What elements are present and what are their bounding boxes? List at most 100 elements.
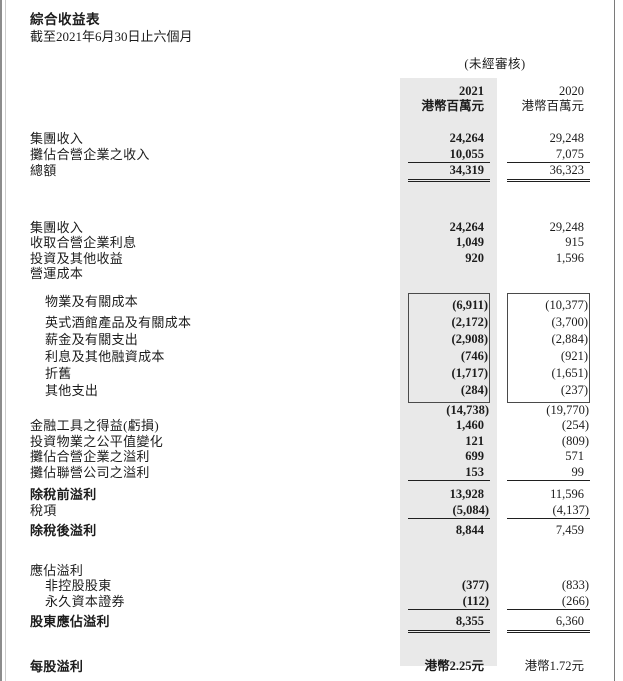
value-2021: 1,460 (455, 418, 484, 432)
table-row: 其他支出 (284) (237) (0, 381, 623, 403)
row-label: 利息及其他融資成本 (45, 348, 165, 364)
row-label: 股東應佔溢利 (30, 614, 110, 629)
column-gap (497, 293, 506, 314)
value-2021: 121 (465, 433, 484, 448)
value-2021: (5,084) (408, 503, 490, 519)
value-2021: 8,355 (408, 614, 490, 633)
value-2021: 24,264 (449, 219, 484, 234)
column-gap (497, 131, 506, 147)
page-left-edge (0, 0, 2, 681)
table-row: 總額 34,319 36,323 (0, 163, 623, 182)
value-2021: 34,319 (408, 163, 490, 182)
audit-note-row: (未經審核) (0, 57, 623, 72)
value-2020: (254) (561, 418, 589, 432)
row-label: 稅項 (30, 502, 57, 518)
table-row: 攤佔聯營公司之溢利 153 99 (0, 465, 623, 481)
value-2020: (4,137) (507, 503, 590, 519)
value-2021: (284) (408, 381, 490, 403)
column-gap (497, 331, 506, 348)
value-2021: 920 (465, 250, 484, 265)
table-row: 投資及其他收益 920 1,596 (0, 251, 623, 267)
value-2020: 7,075 (507, 147, 590, 163)
value-2021: (377) (461, 578, 489, 592)
value-2020: (809) (561, 433, 589, 448)
value-2020: (2,884) (507, 330, 590, 348)
spacer-cell (30, 99, 400, 114)
column-gap (497, 614, 506, 633)
value-2020: 29,248 (549, 131, 584, 145)
value-2021: (2,172) (408, 313, 490, 331)
table-row: 應佔溢利 (0, 563, 623, 579)
row-label: 投資及其他收益 (30, 250, 124, 266)
column-gap (497, 434, 506, 450)
row-label: 集團收入 (30, 219, 84, 235)
table-row: 集團收入 24,264 29,248 (0, 220, 623, 236)
column-2021-shade (400, 78, 497, 666)
column-gap (497, 503, 506, 520)
value-2021 (408, 266, 490, 282)
column-gap (497, 163, 506, 182)
column-gap (497, 147, 506, 164)
value-2021: 13,928 (449, 487, 484, 501)
row-label: 攤佔合營企業之收入 (30, 146, 150, 162)
table-row: 英式酒館產品及有關成本 (2,172) (3,700) (0, 313, 623, 331)
value-2020: (1,651) (507, 364, 590, 382)
table-row: 稅項 (5,084) (4,137) (0, 502, 623, 520)
column-gap (497, 382, 506, 403)
column-header-2021: 2021 (459, 84, 484, 98)
column-gap (497, 523, 506, 539)
audit-note: (未經審核) (464, 57, 526, 71)
value-2021: (14,738) (446, 402, 489, 417)
value-2021: (746) (408, 347, 490, 365)
page-left-inner-edge (5, 0, 6, 681)
value-2021: 24,264 (449, 131, 484, 145)
column-gap (497, 449, 506, 465)
table-row: 每股溢利 港幣2.25元 港幣1.72元 (0, 659, 623, 675)
column-gap (497, 418, 506, 434)
table-row: 折舊 (1,717) (1,651) (0, 364, 623, 382)
column-gap (497, 594, 506, 611)
column-gap (497, 266, 506, 282)
row-label: 除稅後溢利 (30, 523, 97, 538)
row-label: 其他支出 (45, 382, 99, 398)
column-gap (497, 365, 506, 382)
value-2020: (19,770) (546, 402, 589, 417)
column-unit-2021: 港幣百萬元 (421, 99, 484, 113)
table-row: 物業及有關成本 (6,911) (10,377) (0, 292, 623, 314)
row-label: 集團收入 (30, 131, 84, 146)
table-row: 除稅前溢利 13,928 11,596 (0, 487, 623, 503)
value-2021: 1,049 (455, 235, 484, 249)
column-year-header-row: 2021 2020 (0, 84, 623, 99)
value-2021: 10,055 (408, 147, 490, 163)
row-label: 總額 (30, 163, 57, 178)
column-gap (497, 563, 506, 579)
value-2021: 153 (408, 465, 490, 481)
column-gap (497, 348, 506, 365)
spacer-cell (30, 84, 400, 99)
row-label: 除稅前溢利 (30, 487, 97, 502)
value-2021: (1,717) (408, 364, 490, 382)
statement-rows: 集團收入 24,264 29,248 攤佔合營企業之收入 10,055 7,075 總額 34… (0, 131, 623, 674)
column-gap (497, 659, 506, 675)
value-2020: 11,596 (550, 487, 584, 501)
row-label: 永久資本證券 (45, 593, 125, 609)
value-2021: (6,911) (408, 292, 490, 314)
value-2021: (2,908) (408, 330, 490, 348)
column-gap (497, 235, 506, 251)
column-gap (497, 487, 506, 503)
row-label: 折舊 (45, 365, 72, 381)
table-row: 營運成本 (0, 266, 623, 282)
value-2020 (507, 266, 590, 282)
column-gap (497, 578, 506, 594)
value-2020: 1,596 (555, 250, 584, 265)
table-row: 永久資本證券 (112) (266) (0, 593, 623, 611)
row-label: 攤佔合營企業之溢利 (30, 449, 150, 464)
value-2020: 915 (565, 235, 584, 249)
table-row: 股東應佔溢利 8,355 6,360 (0, 614, 623, 633)
value-2021: 8,844 (455, 523, 484, 537)
row-label (30, 403, 400, 419)
row-label: 薪金及有關支出 (45, 331, 139, 347)
row-label: 投資物業之公平值變化 (30, 433, 164, 449)
row-label: 英式酒館產品及有關成本 (45, 314, 192, 330)
column-gap (497, 314, 506, 331)
